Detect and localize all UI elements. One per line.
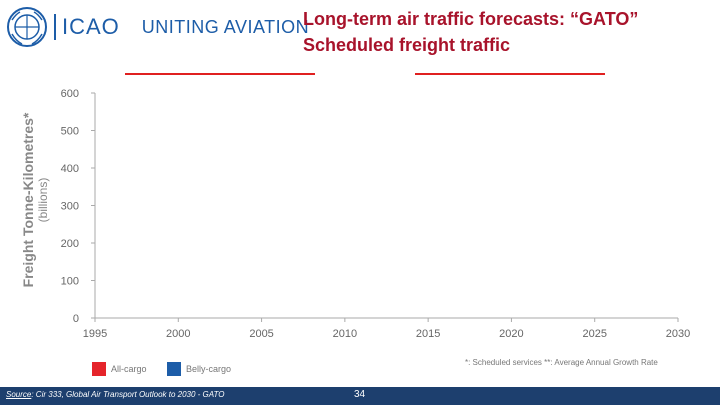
icao-emblem-icon <box>7 7 47 47</box>
y-tick-label-600: 600 <box>61 88 79 100</box>
icao-logo: ICAO UNITING AVIATION <box>6 6 309 48</box>
x-tick-label-2015: 2015 <box>416 328 440 340</box>
chart-footnote: *: Scheduled services **: Average Annual… <box>465 358 658 367</box>
source-text: : Cir 333, Global Air Transport Outlook … <box>31 390 225 399</box>
slide-title-line1: Long-term air traffic forecasts: “GATO” <box>303 9 639 29</box>
logo-tagline: UNITING AVIATION <box>141 16 310 37</box>
y-axis-label-group: Freight Tonne-Kilometres* (billions) <box>20 112 50 287</box>
page-number: 34 <box>354 389 366 400</box>
x-tick-label-2030: 2030 <box>666 328 690 340</box>
x-tick-label-2010: 2010 <box>333 328 357 340</box>
y-axis-label: Freight Tonne-Kilometres* <box>20 112 36 287</box>
legend-label-all-cargo: All-cargo <box>111 364 147 374</box>
slide-title-line2: Scheduled freight traffic <box>303 35 511 55</box>
logo-text: ICAO <box>62 14 120 39</box>
footer-bar <box>0 387 720 405</box>
y-tick-label-0: 0 <box>73 313 79 325</box>
y-tick-label-400: 400 <box>61 163 79 175</box>
source-citation: Source: Cir 333, Global Air Transport Ou… <box>6 390 224 399</box>
x-tick-label-2000: 2000 <box>166 328 190 340</box>
y-tick-label-200: 200 <box>61 238 79 250</box>
red-divider-right <box>415 73 605 75</box>
y-axis-unit: (billions) <box>36 178 50 223</box>
y-tick-label-300: 300 <box>61 201 79 213</box>
legend-swatch-all-cargo <box>92 362 106 376</box>
logo-separator <box>54 14 56 40</box>
x-tick-label-2020: 2020 <box>499 328 523 340</box>
red-divider-left <box>125 73 315 75</box>
x-tick-label-2005: 2005 <box>249 328 273 340</box>
y-tick-label-500: 500 <box>61 126 79 138</box>
x-tick-label-2025: 2025 <box>582 328 606 340</box>
slide-title: Long-term air traffic forecasts: “GATO” … <box>303 6 713 58</box>
y-tick-label-100: 100 <box>61 276 79 288</box>
legend-label-belly-cargo: Belly-cargo <box>186 364 232 374</box>
source-label: Source <box>6 390 32 399</box>
legend-item-belly-cargo: Belly-cargo <box>167 362 231 376</box>
legend-swatch-belly-cargo <box>167 362 181 376</box>
freight-chart: Freight Tonne-Kilometres* (billions) 0 10… <box>20 88 690 340</box>
legend-item-all-cargo: All-cargo <box>92 362 147 376</box>
x-tick-label-1995: 1995 <box>83 328 107 340</box>
